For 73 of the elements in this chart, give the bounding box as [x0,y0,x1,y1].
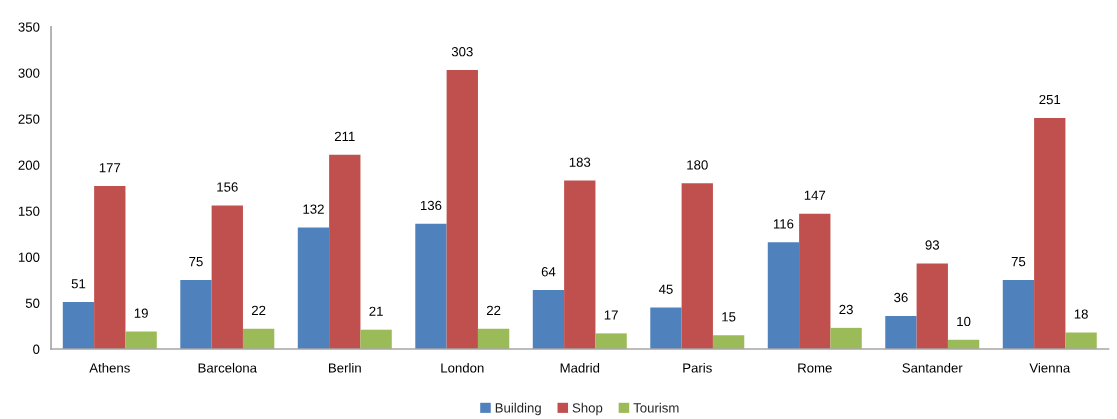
legend-label: Shop [572,402,603,416]
y-tick-label: 50 [25,298,40,308]
y-tick-label: 300 [18,68,40,78]
x-tick-label: London [441,362,484,373]
data-label: 36 [894,292,908,303]
bar [297,227,330,350]
bar [125,331,157,350]
data-label: 64 [541,267,556,277]
bar [1034,117,1066,350]
x-tick-label: Rome [798,363,832,373]
data-label: 132 [303,204,324,214]
bar [94,186,126,350]
data-label: 180 [687,160,708,170]
data-label: 136 [420,200,442,211]
y-tick-label: 200 [18,160,40,170]
bar [564,180,596,350]
y-tick-label: 100 [18,252,40,262]
data-label: 21 [369,306,383,316]
bar [1065,332,1097,350]
data-label: 45 [658,284,673,294]
x-tick-label: Vienna [1029,362,1071,373]
bar [360,329,392,350]
y-tick-label: 0 [33,344,40,354]
data-label: 51 [71,279,86,289]
y-tick-label: 250 [18,114,40,124]
x-tick-label: Paris [683,362,712,373]
bar [916,263,948,350]
data-label: 22 [251,305,266,315]
data-label: 19 [134,308,148,318]
legend-label: Tourism [633,402,679,413]
bar [681,183,713,350]
data-label: 23 [839,304,853,315]
bar [415,223,447,350]
bar [885,315,917,350]
x-tick-label: Santander [902,362,963,373]
bar [799,213,831,350]
data-label: 211 [334,131,355,141]
bar [211,205,243,350]
y-tick-label: 350 [18,22,40,32]
x-tick-label: Athens [89,362,130,373]
data-label: 17 [604,310,618,320]
bar [830,327,862,350]
data-label: 147 [804,190,826,200]
legend-label: Building [495,402,541,416]
data-label: 93 [925,240,940,250]
bar [446,70,478,350]
bar [62,302,95,350]
bar [532,290,565,350]
data-label: 116 [773,219,794,229]
data-label: 251 [1039,94,1061,105]
data-label: 18 [1074,309,1088,319]
x-tick-label: Berlin [329,362,361,373]
data-label: 22 [486,305,501,315]
bar [242,328,275,350]
bar [650,307,682,350]
bar [1002,279,1035,350]
data-label: 177 [99,163,121,173]
bar [712,335,745,350]
bar [595,333,627,350]
bar [477,328,510,350]
x-tick-label: Madrid [560,362,600,373]
bar [329,154,361,350]
bar [767,242,800,350]
data-label: 183 [569,157,591,167]
y-tick-label: 150 [18,206,40,216]
data-label: 10 [957,316,971,327]
data-label: 303 [451,47,473,57]
bar [180,279,212,350]
data-label: 156 [217,182,238,192]
data-label: 75 [189,257,203,267]
data-label: 15 [722,312,736,322]
data-label: 75 [1011,257,1026,267]
x-tick-label: Barcelona [198,362,257,373]
